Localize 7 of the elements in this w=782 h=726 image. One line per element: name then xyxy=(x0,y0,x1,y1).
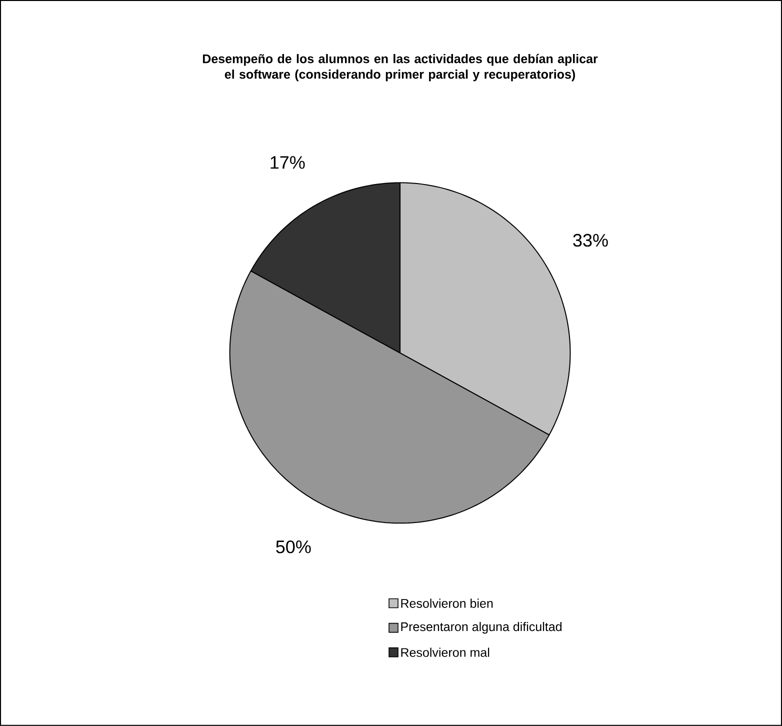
data-label: 50% xyxy=(276,540,311,554)
legend-label: Resolvieron mal xyxy=(401,648,490,657)
legend-label: Presentaron alguna dificultad xyxy=(401,622,562,634)
chart-title: Desempeño de los alumnos en las actividades que debían aplicar el software (considerando primer parcial y recuperatorios) xyxy=(202,54,598,82)
data-label: 33% xyxy=(573,234,608,247)
legend-label: Resolvieron bien xyxy=(401,598,493,608)
data-label: 17% xyxy=(270,156,305,169)
